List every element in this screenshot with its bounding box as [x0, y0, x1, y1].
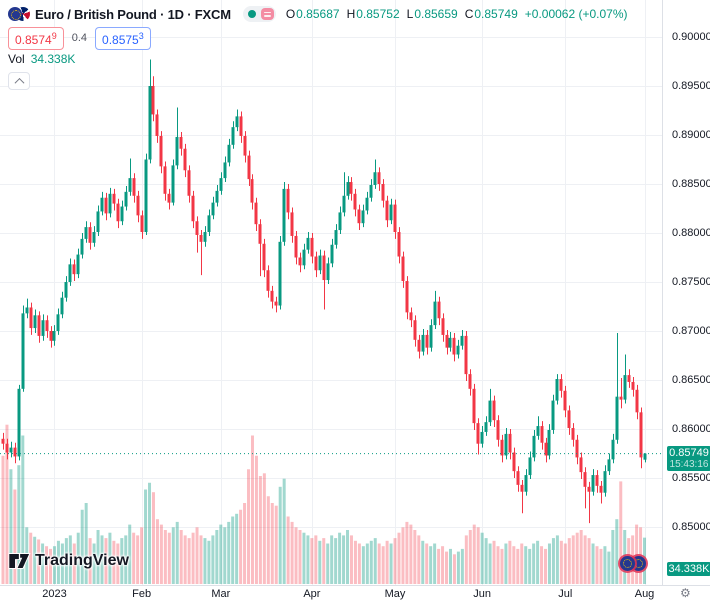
eu-flag-icon: [8, 6, 22, 21]
time-axis-label: May: [384, 588, 406, 600]
buy-dot-icon: [247, 10, 256, 18]
time-axis-label: Jul: [558, 588, 573, 600]
price-axis-label: 0.85000: [672, 521, 710, 533]
price-axis-label: 0.87500: [672, 276, 710, 288]
time-axis-label: Feb: [132, 588, 152, 600]
source-toggle[interactable]: [242, 6, 276, 22]
chart-legend: Euro / British Pound · 1D · FXCM O 0.8568…: [8, 5, 628, 90]
open-value: 0.85687: [296, 7, 340, 21]
time-axis-label: Aug: [634, 588, 655, 600]
time-axis-label: Jun: [473, 588, 492, 600]
ask-button[interactable]: 0.85753: [95, 26, 151, 50]
change-value: +0.00062 (+0.07%): [524, 7, 628, 21]
time-axis-label: 2023: [42, 588, 67, 600]
tradingview-logo[interactable]: TradingView: [8, 551, 129, 571]
volume-legend[interactable]: Vol 34.338K: [8, 52, 628, 66]
last-price-tag: 0.85749 15:43:16: [667, 445, 710, 471]
close-value: 0.85749: [474, 7, 518, 21]
symbol-title[interactable]: Euro / British Pound · 1D · FXCM: [35, 6, 231, 22]
high-label: H: [346, 7, 356, 21]
volume-value: 34.338K: [30, 52, 76, 66]
price-axis-label: 0.88000: [672, 227, 710, 239]
price-axis-label: 0.86000: [672, 423, 710, 435]
sell-lines-icon: [260, 8, 274, 20]
close-label: C: [464, 7, 474, 21]
last-price-value: 0.85749: [669, 446, 709, 459]
price-axis-label: 0.85500: [672, 472, 710, 484]
symbol-pair-logo: [8, 6, 30, 22]
open-label: O: [285, 7, 296, 21]
price-axis-label: 0.89000: [672, 129, 710, 141]
bid-button[interactable]: 0.85749: [8, 26, 64, 50]
chevron-up-icon: [14, 77, 24, 88]
high-value: 0.85752: [356, 7, 400, 21]
price-axis-label: 0.88500: [672, 178, 710, 190]
collapse-legend-button[interactable]: [8, 72, 30, 90]
time-axis-label: Apr: [303, 588, 321, 600]
eu-flag-icon: [620, 556, 635, 571]
candlestick-plot[interactable]: [0, 0, 662, 585]
price-axis-label: 0.89500: [672, 80, 710, 92]
low-value: 0.85659: [414, 7, 458, 21]
spread-value: 0.4: [71, 32, 88, 44]
countdown-timer: 15:43:16: [669, 458, 709, 470]
series-end-pair-logo: [620, 555, 650, 573]
time-axis[interactable]: ⚙ 2023 Feb Mar Apr May Jun Jul Aug: [0, 585, 710, 601]
volume-label: Vol: [8, 52, 25, 66]
time-axis-label: Mar: [211, 588, 231, 600]
volume-axis-tag: 34.338K: [667, 562, 710, 576]
chart-pane[interactable]: [0, 0, 662, 585]
price-axis-label: 0.86500: [672, 374, 710, 386]
price-axis[interactable]: 0.85749 15:43:16 34.338K 0.90000 0.89500 0…: [662, 0, 710, 585]
gear-icon[interactable]: ⚙: [680, 586, 691, 600]
tradingview-logo-mark: [8, 553, 31, 569]
ohlc-readout: O 0.85687 H 0.85752 L 0.85659 C 0.85749 +0.0…: [286, 7, 628, 21]
price-axis-label: 0.87000: [672, 325, 710, 337]
low-label: L: [406, 7, 414, 21]
tradingview-wordmark: TradingView: [35, 552, 129, 569]
price-axis-label: 0.90000: [672, 31, 710, 43]
